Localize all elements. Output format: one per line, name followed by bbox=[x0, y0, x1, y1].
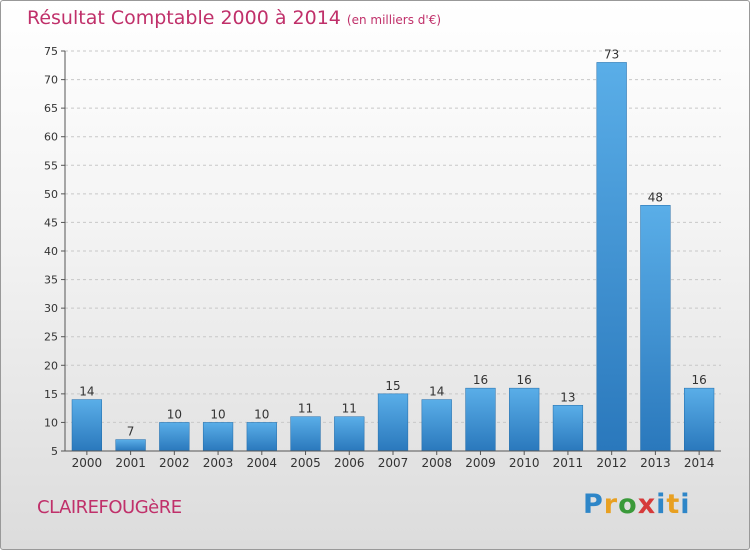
x-tick-label: 2007 bbox=[378, 456, 409, 470]
bar bbox=[640, 205, 671, 452]
bar-value-label: 16 bbox=[691, 373, 706, 387]
y-tick-label: 25 bbox=[44, 331, 58, 344]
y-tick-label: 5 bbox=[51, 445, 58, 458]
x-tick-label: 2010 bbox=[509, 456, 540, 470]
x-tick-label: 2012 bbox=[596, 456, 627, 470]
y-tick-label: 15 bbox=[44, 388, 58, 401]
bar bbox=[202, 422, 234, 452]
x-tick-label: 2014 bbox=[684, 456, 715, 470]
bar bbox=[552, 405, 584, 452]
y-tick-label: 45 bbox=[44, 216, 58, 229]
x-tick-label: 2001 bbox=[115, 456, 146, 470]
bar bbox=[115, 439, 146, 452]
bar bbox=[509, 387, 540, 452]
bar bbox=[246, 422, 277, 452]
title-main: Résultat Comptable 2000 à 2014 bbox=[27, 7, 341, 29]
y-tick-label: 70 bbox=[44, 74, 58, 87]
proxiti-logo[interactable]: Proxiti bbox=[583, 489, 691, 520]
chart-title: Résultat Comptable 2000 à 2014 (en millie… bbox=[27, 7, 441, 29]
x-tick-label: 2013 bbox=[640, 456, 671, 470]
x-tick-label: 2000 bbox=[72, 456, 103, 470]
x-tick-label: 2011 bbox=[553, 456, 584, 470]
x-tick-label: 2002 bbox=[159, 456, 190, 470]
bar bbox=[71, 399, 102, 452]
y-tick-label: 10 bbox=[44, 416, 58, 429]
bar-value-label: 10 bbox=[210, 407, 225, 421]
bar-value-label: 16 bbox=[473, 373, 488, 387]
bar bbox=[465, 387, 496, 452]
y-tick-label: 30 bbox=[44, 302, 58, 315]
bar-value-label: 13 bbox=[560, 390, 575, 404]
bar-value-label: 14 bbox=[79, 385, 94, 399]
x-tick-label: 2009 bbox=[465, 456, 496, 470]
y-tick-label: 20 bbox=[44, 359, 58, 372]
x-tick-label: 2003 bbox=[203, 456, 234, 470]
bar-value-label: 7 bbox=[127, 425, 135, 439]
bar bbox=[290, 416, 321, 452]
bar-value-label: 16 bbox=[517, 373, 532, 387]
commune-name: CLAIREFOUGèRE bbox=[37, 497, 182, 518]
y-tick-label: 55 bbox=[44, 159, 58, 172]
bar bbox=[421, 399, 452, 452]
bar-value-label: 11 bbox=[342, 402, 357, 416]
bar bbox=[159, 422, 190, 452]
title-unit: (en milliers d'€) bbox=[346, 13, 442, 27]
bar bbox=[377, 393, 409, 452]
bar-value-label: 11 bbox=[298, 402, 313, 416]
x-tick-label: 2008 bbox=[421, 456, 452, 470]
y-tick-label: 40 bbox=[44, 245, 58, 258]
bar-value-label: 10 bbox=[254, 407, 269, 421]
bar bbox=[334, 416, 365, 452]
bar bbox=[596, 62, 627, 452]
y-tick-label: 75 bbox=[44, 45, 58, 58]
x-tick-label: 2006 bbox=[334, 456, 365, 470]
bar-value-label: 73 bbox=[604, 47, 619, 61]
y-tick-label: 60 bbox=[44, 131, 58, 144]
y-tick-label: 35 bbox=[44, 274, 58, 287]
x-tick-label: 2005 bbox=[290, 456, 321, 470]
bar-value-label: 14 bbox=[429, 385, 444, 399]
bar-value-label: 15 bbox=[385, 379, 400, 393]
y-tick-label: 50 bbox=[44, 188, 58, 201]
y-tick-label: 65 bbox=[44, 102, 58, 115]
x-tick-label: 2004 bbox=[247, 456, 278, 470]
bar-value-label: 10 bbox=[167, 407, 182, 421]
bar bbox=[684, 387, 715, 452]
bar-value-label: 48 bbox=[648, 190, 663, 204]
